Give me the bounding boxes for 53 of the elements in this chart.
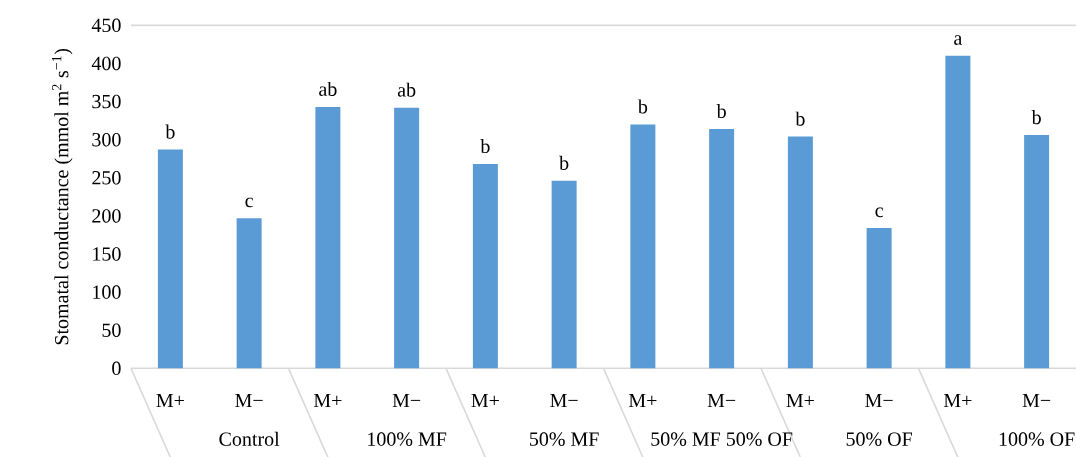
y-tick-label: 250 [92, 170, 121, 185]
data-label: b [795, 111, 805, 126]
y-tick-label: 0 [112, 361, 121, 375]
bar [236, 218, 262, 369]
data-label: b [480, 138, 490, 153]
x-tick-label: M+ [943, 393, 972, 407]
y-tick-label: 150 [93, 247, 121, 261]
bar [472, 163, 498, 369]
bar [157, 149, 183, 369]
bar [1024, 134, 1050, 369]
data-label: c [245, 197, 253, 208]
bar [787, 136, 813, 369]
data-label: a [954, 35, 963, 45]
bar [709, 128, 735, 369]
y-tick-label: 400 [91, 56, 121, 71]
bar [945, 55, 971, 369]
x-tick-label: M− [550, 393, 578, 407]
y-tick-label: 200 [92, 208, 121, 223]
data-label: b [165, 124, 175, 139]
x-tick-label: M+ [156, 393, 184, 407]
data-label: b [1031, 109, 1041, 124]
bar [866, 227, 892, 369]
data-label: ab [397, 82, 416, 97]
text: 50% MF [530, 432, 599, 446]
bar [630, 124, 656, 369]
bar [315, 106, 341, 369]
text: 100% OF [999, 432, 1075, 446]
x-tick-label: M+ [313, 393, 342, 407]
x-tick-label: M− [392, 393, 421, 407]
text: 50% OF [846, 432, 912, 446]
data-label: b [637, 99, 648, 114]
data-label: b [716, 103, 726, 118]
y-tick-label: 50 [102, 323, 121, 337]
y-tick-label: 450 [91, 18, 121, 32]
bar [551, 180, 577, 369]
x-tick-label: M− [235, 393, 263, 407]
y-tick-label: 350 [92, 94, 121, 109]
bar [394, 107, 420, 369]
y-axis-title: Stomatal conductance (mmol m$^{2}$ s$^{−1}$) [51, 48, 73, 345]
text: 50% MF 50% OF [651, 432, 793, 446]
x-tick-label: M− [1022, 393, 1051, 407]
x-tick-label: M+ [471, 393, 499, 407]
data-label: ab [319, 81, 337, 96]
data-label: c [875, 207, 883, 217]
y-tick-label: 300 [92, 132, 121, 147]
x-tick-label: M− [865, 393, 893, 407]
x-tick-label: M+ [786, 393, 814, 407]
text: 100% MF [368, 432, 447, 446]
x-tick-label: M− [707, 393, 736, 407]
y-tick-label: 100 [93, 285, 121, 299]
x-tick-label: M+ [628, 393, 657, 407]
text: Control [219, 431, 280, 446]
data-label: b [559, 155, 569, 170]
